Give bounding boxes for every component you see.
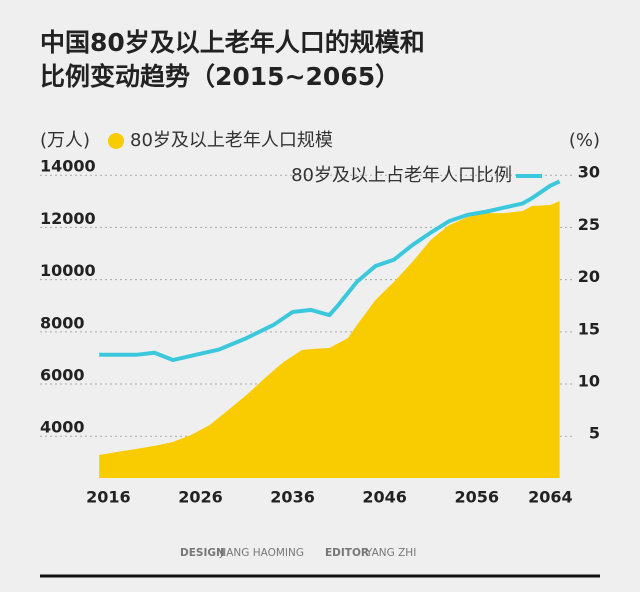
credit: DESIGN xyxy=(180,547,225,559)
y-tick-label: 10000 xyxy=(40,261,96,280)
x-tick-label: 2036 xyxy=(270,488,315,507)
y-axis-label: (万人) xyxy=(40,130,90,151)
x-tick-label: 2026 xyxy=(178,488,223,507)
credit: JIANG HAOMING xyxy=(219,547,304,559)
y-tick-label: 6000 xyxy=(40,366,85,385)
y-tick-label: 14000 xyxy=(40,157,96,176)
legend-label: 80岁及以上占老年人口比例 xyxy=(291,165,512,186)
y2-tick-label: 5 xyxy=(589,424,600,443)
y2-tick-label: 30 xyxy=(578,163,600,182)
chart-title: 中国80岁及以上老年人口的规模和 xyxy=(40,28,425,57)
y2-axis-label: (%) xyxy=(569,130,600,151)
y2-tick-label: 10 xyxy=(578,372,600,391)
line xyxy=(99,179,561,363)
y2-tick-label: 20 xyxy=(578,267,600,286)
y-tick-label: 8000 xyxy=(40,313,85,332)
legend-swatch xyxy=(108,133,124,149)
y2-tick-label: 15 xyxy=(578,319,600,338)
credit: YANG ZHI xyxy=(365,547,416,559)
y2-tick-label: 25 xyxy=(578,215,600,234)
credit: EDITOR xyxy=(325,547,369,559)
x-tick-label: 2016 xyxy=(86,488,131,507)
chart-title: 比例变动趋势（2015~2065） xyxy=(40,62,400,91)
legend-label: 80岁及以上老年人口规模 xyxy=(130,130,333,151)
x-tick-label: 2064 xyxy=(528,488,573,507)
x-tick-label: 2046 xyxy=(362,488,407,507)
area xyxy=(99,201,560,478)
y-tick-label: 4000 xyxy=(40,418,85,437)
x-tick-label: 2056 xyxy=(454,488,499,507)
y-tick-label: 12000 xyxy=(40,209,96,228)
